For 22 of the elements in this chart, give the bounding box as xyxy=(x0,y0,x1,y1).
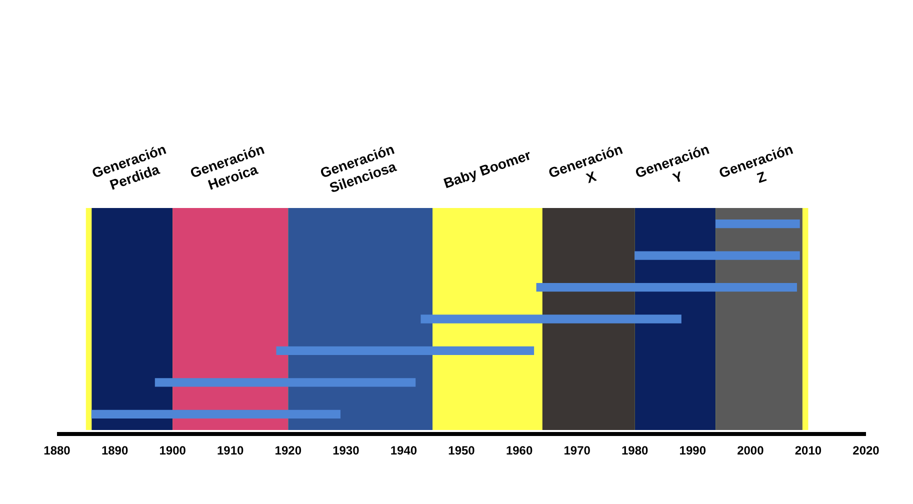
x-tick-label: 1950 xyxy=(448,444,476,458)
x-tick-label: 1930 xyxy=(332,444,360,458)
bar xyxy=(715,220,800,228)
bar xyxy=(276,346,534,356)
x-tick-label: 2000 xyxy=(737,444,764,458)
x-tick-label: 1980 xyxy=(622,444,649,458)
x-tick-label: 2010 xyxy=(794,444,822,458)
x-tick-label: 1960 xyxy=(506,444,533,458)
x-tick-label: 1910 xyxy=(217,444,244,458)
x-tick-label: 1970 xyxy=(564,444,591,458)
bar xyxy=(154,378,416,387)
x-tick-label: 1990 xyxy=(679,444,706,458)
x-tick-label: 1900 xyxy=(159,444,186,458)
x-tick-label: 1940 xyxy=(390,444,418,458)
bar xyxy=(536,282,797,292)
bar xyxy=(634,251,800,260)
x-tick-label: 1880 xyxy=(44,444,71,458)
x-tick-label: 2020 xyxy=(852,444,880,458)
bar xyxy=(91,410,340,418)
bar xyxy=(420,314,682,324)
x-tick-label: 1890 xyxy=(101,444,128,458)
x-tick-label: 1920 xyxy=(274,444,302,458)
